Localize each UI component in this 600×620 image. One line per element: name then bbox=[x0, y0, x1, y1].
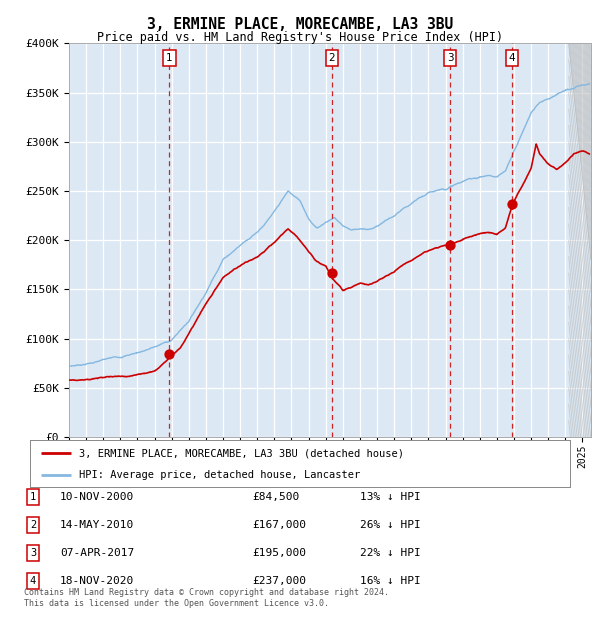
Text: 10-NOV-2000: 10-NOV-2000 bbox=[60, 492, 134, 502]
Text: 26% ↓ HPI: 26% ↓ HPI bbox=[360, 520, 421, 530]
Text: 07-APR-2017: 07-APR-2017 bbox=[60, 548, 134, 558]
Text: 2: 2 bbox=[30, 520, 36, 530]
Text: £237,000: £237,000 bbox=[252, 576, 306, 586]
Text: Price paid vs. HM Land Registry's House Price Index (HPI): Price paid vs. HM Land Registry's House … bbox=[97, 31, 503, 44]
Text: 14-MAY-2010: 14-MAY-2010 bbox=[60, 520, 134, 530]
Text: 2: 2 bbox=[329, 53, 335, 63]
Text: 1: 1 bbox=[166, 53, 173, 63]
Text: 22% ↓ HPI: 22% ↓ HPI bbox=[360, 548, 421, 558]
Text: £195,000: £195,000 bbox=[252, 548, 306, 558]
Text: Contains HM Land Registry data © Crown copyright and database right 2024.
This d: Contains HM Land Registry data © Crown c… bbox=[24, 588, 389, 608]
Text: 1: 1 bbox=[30, 492, 36, 502]
Text: HPI: Average price, detached house, Lancaster: HPI: Average price, detached house, Lanc… bbox=[79, 470, 360, 480]
Text: 4: 4 bbox=[30, 576, 36, 586]
Point bbox=[507, 199, 517, 209]
Text: 4: 4 bbox=[509, 53, 515, 63]
Text: 3: 3 bbox=[447, 53, 454, 63]
Point bbox=[327, 268, 337, 278]
Text: 18-NOV-2020: 18-NOV-2020 bbox=[60, 576, 134, 586]
Text: £84,500: £84,500 bbox=[252, 492, 299, 502]
Text: 3: 3 bbox=[30, 548, 36, 558]
Text: 3, ERMINE PLACE, MORECAMBE, LA3 3BU: 3, ERMINE PLACE, MORECAMBE, LA3 3BU bbox=[147, 17, 453, 32]
Text: £167,000: £167,000 bbox=[252, 520, 306, 530]
Point bbox=[164, 349, 174, 359]
Point bbox=[445, 240, 455, 250]
Text: 3, ERMINE PLACE, MORECAMBE, LA3 3BU (detached house): 3, ERMINE PLACE, MORECAMBE, LA3 3BU (det… bbox=[79, 448, 404, 458]
Text: 13% ↓ HPI: 13% ↓ HPI bbox=[360, 492, 421, 502]
Text: 16% ↓ HPI: 16% ↓ HPI bbox=[360, 576, 421, 586]
